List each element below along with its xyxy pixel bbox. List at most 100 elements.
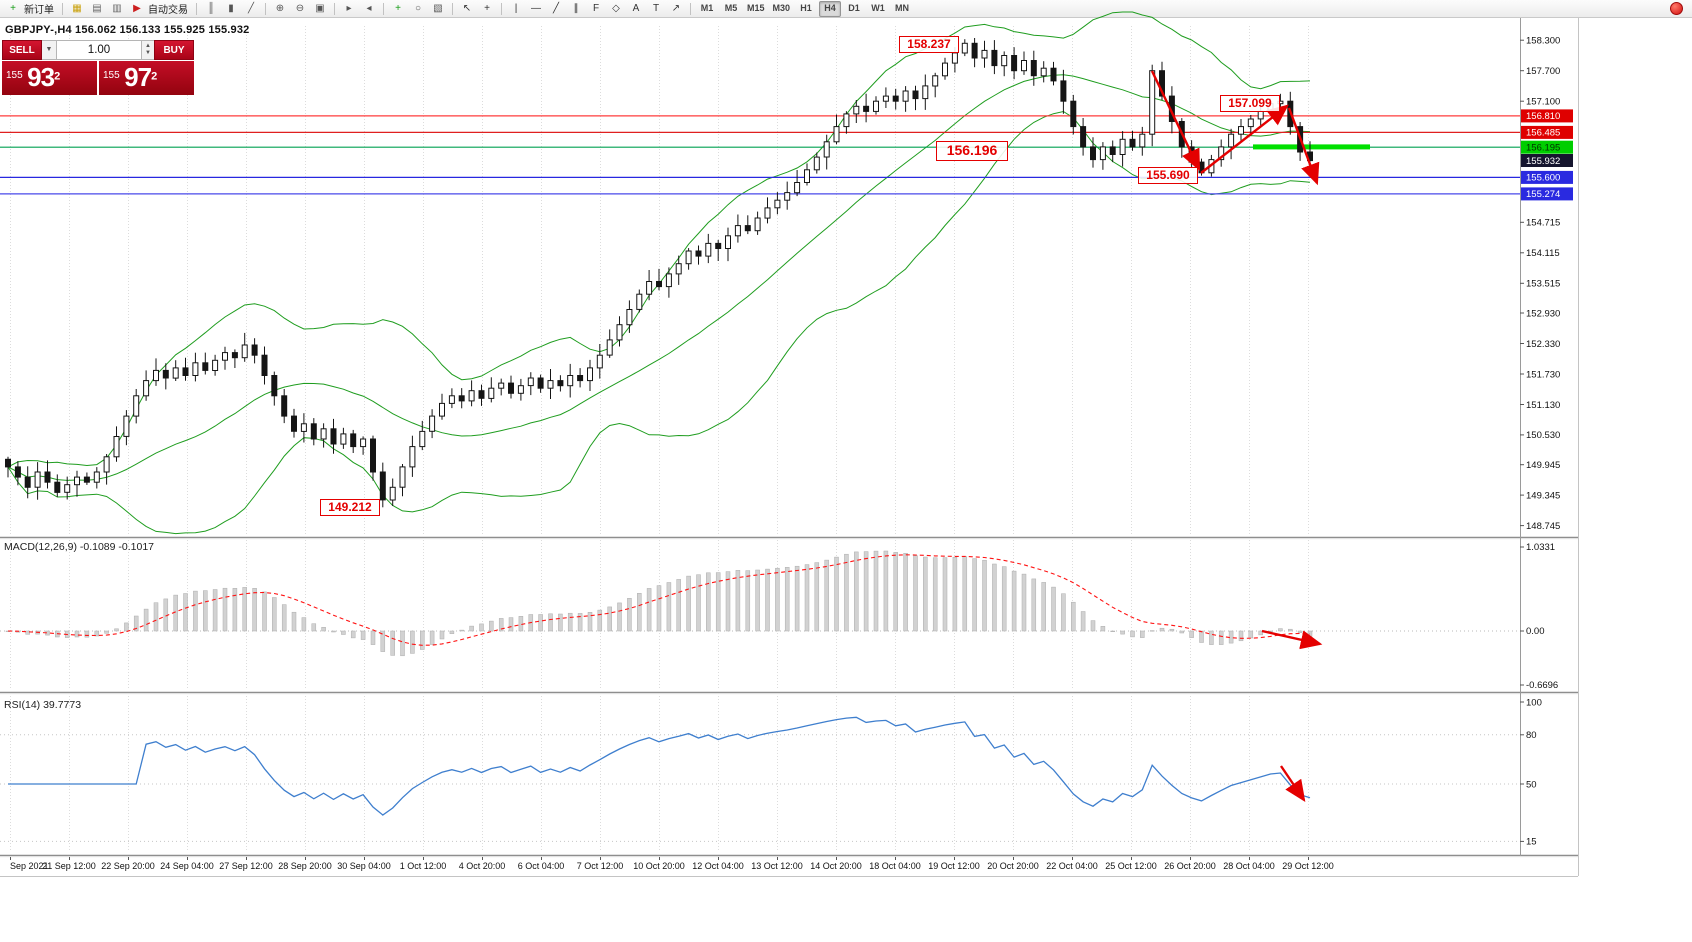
indicators-icon[interactable]: + [395, 2, 401, 14]
toolbar-separator [452, 2, 453, 15]
auto-scroll-icon[interactable]: ▸ [346, 2, 352, 14]
navigator-icon[interactable]: ▤ [92, 2, 102, 14]
svg-text:28 Oct 04:00: 28 Oct 04:00 [1223, 861, 1275, 871]
timeframe-button-w1[interactable]: W1 [871, 2, 885, 13]
price-annotation[interactable]: 155.690 [1138, 167, 1198, 184]
candlestick-series [5, 38, 1313, 508]
svg-text:18 Oct 04:00: 18 Oct 04:00 [869, 861, 921, 871]
zoom-out-icon[interactable]: ⊖ [295, 2, 305, 14]
connection-status-icon[interactable] [1670, 2, 1683, 15]
periods-icon[interactable]: ○ [414, 2, 422, 14]
channel-icon[interactable]: ∥ [573, 2, 579, 14]
buy-price[interactable]: 155 972 [99, 61, 194, 95]
macd-axis[interactable]: 1.0331 0.00 -0.6696 [1520, 542, 1558, 691]
timeframe-button-mn[interactable]: MN [895, 2, 910, 13]
svg-text:154.115: 154.115 [1526, 248, 1560, 259]
buy-price-point: 2 [151, 70, 158, 83]
stepper-down-icon[interactable]: ▼ [145, 50, 151, 56]
buy-button[interactable]: BUY [154, 40, 194, 60]
candlestick-chart-icon[interactable]: ▮ [228, 2, 234, 14]
timeframe-button-m1[interactable]: M1 [700, 2, 714, 13]
sell-price[interactable]: 155 932 [2, 61, 97, 95]
trendline-icon[interactable]: ╱ [552, 2, 560, 14]
shapes-icon[interactable]: ◇ [612, 2, 620, 14]
price-annotation[interactable]: 157.099 [1220, 95, 1280, 112]
toolbar-separator [383, 2, 384, 15]
svg-text:156.195: 156.195 [1526, 143, 1560, 154]
sell-price-pips: 93 [27, 62, 55, 92]
auto-trading-icon[interactable]: ▶ [133, 2, 141, 14]
svg-text:156.485: 156.485 [1526, 128, 1560, 139]
svg-text:150.530: 150.530 [1526, 430, 1560, 441]
svg-text:1.0331: 1.0331 [1526, 542, 1555, 553]
trend-arrow[interactable] [1261, 629, 1323, 650]
svg-text:6 Oct 04:00: 6 Oct 04:00 [518, 861, 565, 871]
vertical-line-icon[interactable]: | [514, 2, 518, 14]
svg-text:25 Oct 12:00: 25 Oct 12:00 [1105, 861, 1157, 871]
toolbar-separator [690, 2, 691, 15]
timeframe-button-d1[interactable]: D1 [848, 2, 860, 13]
svg-text:Sep 2021: Sep 2021 [10, 861, 49, 871]
market-watch-icon[interactable]: ▦ [72, 2, 82, 14]
trend-arrow[interactable] [1287, 107, 1320, 186]
svg-text:29 Oct 12:00: 29 Oct 12:00 [1282, 861, 1334, 871]
label-icon[interactable]: T [652, 2, 660, 14]
price-annotation[interactable]: 158.237 [899, 36, 959, 53]
timeframe-button-m15[interactable]: M15 [747, 2, 765, 13]
toolbar-separator [501, 2, 502, 15]
tile-windows-icon[interactable]: ▣ [315, 2, 325, 14]
new-order-icon[interactable]: + [10, 2, 16, 14]
chart-shift-icon[interactable]: ◂ [366, 2, 372, 14]
chart-symbol-ohlc: GBPJPY-,H4 156.062 156.133 155.925 155.9… [5, 24, 250, 36]
stepper-up-icon[interactable]: ▲ [145, 43, 151, 49]
svg-text:149.345: 149.345 [1526, 490, 1560, 501]
auto-trading-label[interactable]: 自动交易 [148, 5, 188, 16]
bar-chart-icon[interactable]: ║ [207, 2, 215, 14]
svg-text:7 Oct 12:00: 7 Oct 12:00 [577, 861, 624, 871]
svg-text:80: 80 [1526, 730, 1537, 741]
svg-text:153.515: 153.515 [1526, 279, 1560, 290]
crosshair-icon[interactable]: + [484, 2, 490, 14]
price-axis[interactable]: 158.300 157.700 157.100 154.715 154.115 153.5… [1520, 36, 1560, 532]
svg-text:151.130: 151.130 [1526, 400, 1560, 411]
arrows-icon[interactable]: ↗ [671, 2, 681, 14]
price-tags: 156.810 156.485 156.195 155.932 155.600 155.2… [1521, 109, 1573, 201]
timeframe-button-m30[interactable]: M30 [772, 2, 791, 13]
svg-text:-0.6696: -0.6696 [1526, 680, 1558, 691]
text-icon[interactable]: A [632, 2, 640, 14]
svg-text:155.600: 155.600 [1526, 173, 1560, 184]
svg-text:1 Oct 12:00: 1 Oct 12:00 [400, 861, 447, 871]
volume-input[interactable] [57, 40, 141, 60]
trend-arrows[interactable] [1150, 70, 1323, 802]
volume-dropdown-icon[interactable]: ▼ [42, 40, 57, 60]
price-annotation[interactable]: 149.212 [320, 499, 380, 516]
templates-icon[interactable]: ▧ [433, 2, 443, 14]
terminal-icon[interactable]: ▥ [112, 2, 122, 14]
sell-button[interactable]: SELL [2, 40, 42, 60]
svg-text:28 Sep 20:00: 28 Sep 20:00 [278, 861, 332, 871]
fibonacci-icon[interactable]: F [592, 2, 600, 14]
toolbar-separator [196, 2, 197, 15]
rsi-axis[interactable]: 100 80 50 15 [1520, 697, 1542, 848]
svg-text:154.715: 154.715 [1526, 218, 1560, 229]
new-order-label[interactable]: 新订单 [24, 5, 54, 16]
timeframe-button-h4[interactable]: H4 [819, 0, 842, 17]
zoom-in-icon[interactable]: ⊕ [275, 2, 285, 14]
svg-text:155.932: 155.932 [1526, 156, 1560, 167]
svg-text:157.100: 157.100 [1526, 97, 1560, 108]
line-chart-icon[interactable]: ╱ [247, 2, 255, 14]
cursor-icon[interactable]: ↖ [462, 2, 472, 14]
timeframe-button-h1[interactable]: H1 [800, 2, 812, 13]
trend-arrow[interactable] [1200, 104, 1289, 174]
horizontal-line-icon[interactable]: — [531, 2, 541, 14]
trend-arrow[interactable] [1280, 765, 1306, 802]
trend-arrow[interactable] [1150, 70, 1201, 172]
timeframe-button-m5[interactable]: M5 [724, 2, 738, 13]
price-annotation[interactable]: 156.196 [936, 141, 1008, 161]
support-segment[interactable] [1253, 144, 1370, 150]
volume-stepper[interactable]: ▲ ▼ [141, 40, 154, 60]
svg-text:50: 50 [1526, 779, 1537, 790]
